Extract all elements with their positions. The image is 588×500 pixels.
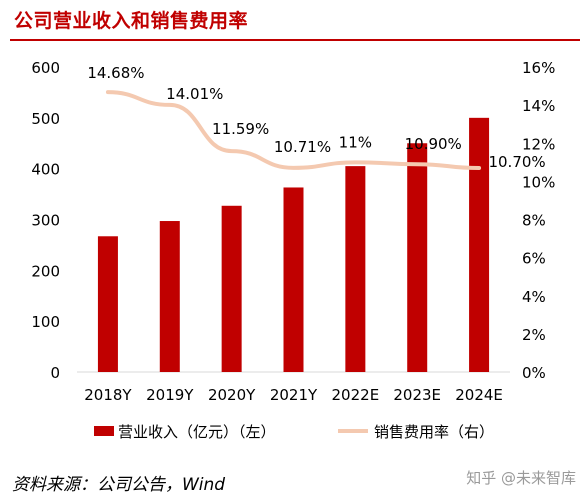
line-data-label: 10.90% [405,135,462,153]
y-left-tick-label: 500 [31,110,60,128]
line-data-label: 10.71% [274,138,331,156]
line-data-label: 14.68% [87,64,144,82]
y-left-tick-label: 400 [31,161,60,179]
source-note: 资料来源：公司公告，Wind [12,475,226,495]
y-left-tick-label: 200 [31,262,60,280]
line-data-label: 11.59% [212,120,269,138]
y-left-tick-label: 300 [31,212,60,230]
legend-label-expense: 销售费用率（右） [374,423,494,441]
line-data-label: 14.01% [166,85,223,103]
y-right-tick-label: 2% [522,326,546,344]
y-right-tick-label: 14% [522,97,555,115]
bar-revenue [159,221,180,372]
line-data-label: 10.70% [488,153,545,171]
title-underline [10,39,580,41]
y-left-tick-label: 100 [31,313,60,331]
bar-revenue [221,205,242,372]
y-right-tick-label: 0% [522,364,546,382]
x-tick-label: 2022E [332,386,380,404]
chart-title: 公司营业收入和销售费用率 [14,10,249,32]
bar-revenue [283,187,304,372]
bar-revenue [97,236,118,372]
x-tick-label: 2019Y [146,386,194,404]
y-left-tick-label: 600 [31,59,60,77]
y-right-tick-label: 8% [522,212,546,230]
line-expense-ratio [105,90,482,171]
bar-revenue [469,117,490,372]
x-tick-label: 2020Y [208,386,256,404]
legend-label-revenue: 营业收入（亿元）（左） [118,423,276,441]
y-right-tick-label: 10% [522,173,555,191]
bar-revenue [345,166,366,372]
y-right-tick-label: 4% [522,288,546,306]
x-tick-label: 2018Y [84,386,132,404]
bar-revenue [407,143,428,372]
line-data-label: 11% [339,133,372,151]
y-right-tick-label: 16% [522,59,555,77]
x-tick-label: 2021Y [270,386,318,404]
y-left-tick-label: 0 [50,364,60,382]
y-right-tick-label: 12% [522,135,555,153]
x-tick-label: 2023E [393,386,441,404]
x-tick-label: 2024E [455,386,503,404]
revenue-expense-chart: 0 100 200 300 400 500 600 0% 2% 4% 6% 8% 10% 12% 14% 16… [31,59,555,441]
watermark: 知乎 @未来智库 [466,467,576,488]
watermark-text: 知乎 @未来智库 [466,469,576,487]
legend-swatch-revenue [94,426,114,436]
y-right-tick-label: 6% [522,250,546,268]
